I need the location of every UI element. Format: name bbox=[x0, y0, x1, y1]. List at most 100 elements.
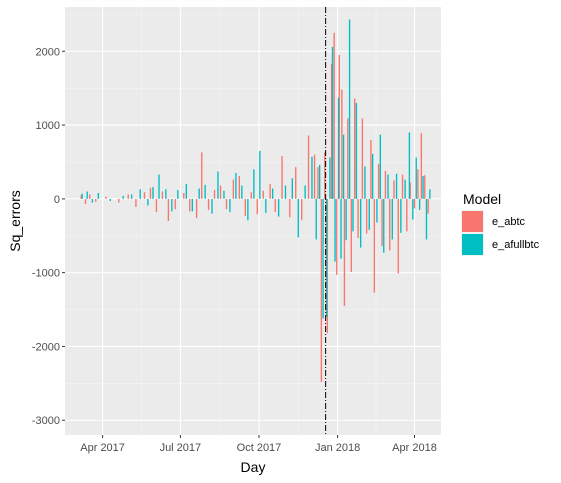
tick-label-x: Apr 2018 bbox=[392, 442, 437, 454]
bar bbox=[171, 199, 172, 212]
bar bbox=[214, 190, 215, 199]
tick-label-x: Apr 2017 bbox=[80, 442, 125, 454]
bar bbox=[201, 152, 202, 198]
bar bbox=[429, 189, 430, 199]
bar bbox=[278, 199, 279, 217]
bar bbox=[400, 199, 401, 233]
bar bbox=[239, 176, 240, 199]
bar bbox=[226, 199, 227, 209]
bar bbox=[422, 176, 423, 199]
tick-label-y: 2000 bbox=[36, 46, 60, 58]
bar bbox=[389, 199, 390, 251]
bar bbox=[301, 199, 302, 220]
bar bbox=[259, 151, 260, 199]
bar bbox=[85, 199, 86, 204]
bar bbox=[352, 199, 353, 231]
bar bbox=[110, 199, 111, 201]
bar bbox=[383, 199, 384, 253]
bar bbox=[220, 186, 221, 199]
bar bbox=[247, 199, 248, 220]
bar bbox=[349, 20, 350, 199]
bar bbox=[269, 184, 270, 199]
bar bbox=[381, 199, 382, 246]
bar bbox=[406, 199, 407, 231]
bar bbox=[343, 135, 344, 199]
bar bbox=[208, 199, 209, 210]
bar bbox=[402, 175, 403, 199]
bar bbox=[380, 135, 381, 199]
bar bbox=[281, 156, 282, 199]
bar bbox=[128, 194, 129, 198]
bar bbox=[186, 184, 187, 199]
legend-title: Model bbox=[463, 191, 501, 207]
bar bbox=[356, 103, 357, 199]
bar bbox=[229, 199, 230, 212]
bar bbox=[332, 47, 333, 199]
bar bbox=[417, 169, 418, 199]
bar bbox=[147, 199, 148, 206]
bar bbox=[336, 199, 337, 275]
tick-label-y: 1000 bbox=[36, 120, 60, 132]
bar bbox=[321, 199, 322, 382]
bar bbox=[241, 186, 242, 199]
bar bbox=[409, 132, 410, 198]
bar bbox=[414, 199, 415, 209]
bar bbox=[211, 199, 212, 214]
bar bbox=[366, 199, 367, 234]
bar bbox=[392, 199, 393, 240]
bar bbox=[427, 199, 428, 214]
bar bbox=[135, 199, 136, 207]
bar bbox=[131, 194, 132, 198]
bar bbox=[92, 199, 93, 203]
tick-label-y: -3000 bbox=[32, 415, 60, 427]
bar bbox=[265, 199, 266, 213]
bar bbox=[421, 133, 422, 199]
bar bbox=[158, 175, 159, 199]
bar bbox=[347, 118, 348, 198]
bar bbox=[416, 158, 417, 199]
tick-label-x: Oct 2017 bbox=[237, 442, 282, 454]
bar bbox=[245, 199, 246, 216]
bar bbox=[144, 192, 145, 199]
bar bbox=[357, 199, 358, 238]
bar bbox=[196, 199, 197, 218]
bar bbox=[87, 191, 88, 198]
bar bbox=[419, 199, 420, 210]
bar bbox=[140, 189, 141, 199]
bar bbox=[89, 194, 90, 198]
bar bbox=[298, 199, 299, 237]
bar bbox=[338, 98, 339, 199]
bar bbox=[372, 154, 373, 199]
bar bbox=[317, 167, 318, 199]
bar bbox=[263, 191, 264, 199]
bar bbox=[393, 180, 394, 198]
bar bbox=[364, 166, 365, 198]
bar bbox=[118, 199, 119, 203]
bar bbox=[122, 196, 123, 199]
bar bbox=[340, 199, 341, 259]
bar bbox=[333, 33, 334, 199]
bar bbox=[253, 169, 254, 199]
bar bbox=[285, 186, 286, 199]
bar bbox=[398, 199, 399, 274]
y-axis-title: Sq_errors bbox=[7, 190, 23, 251]
bar bbox=[233, 180, 234, 199]
bar bbox=[156, 199, 157, 212]
legend-key bbox=[462, 211, 483, 232]
legend-label: e_afullbtc bbox=[492, 239, 540, 251]
bar bbox=[304, 186, 305, 199]
bar bbox=[251, 192, 252, 199]
bar bbox=[308, 135, 309, 198]
bar bbox=[314, 155, 315, 199]
bar bbox=[387, 175, 388, 199]
bar bbox=[362, 118, 363, 198]
bar bbox=[412, 199, 413, 220]
bar bbox=[396, 174, 397, 199]
bar bbox=[168, 199, 169, 221]
bar bbox=[385, 171, 386, 199]
bar bbox=[150, 188, 151, 199]
tick-label-y: -1000 bbox=[32, 268, 60, 280]
bar bbox=[311, 157, 312, 199]
bar bbox=[165, 189, 166, 199]
